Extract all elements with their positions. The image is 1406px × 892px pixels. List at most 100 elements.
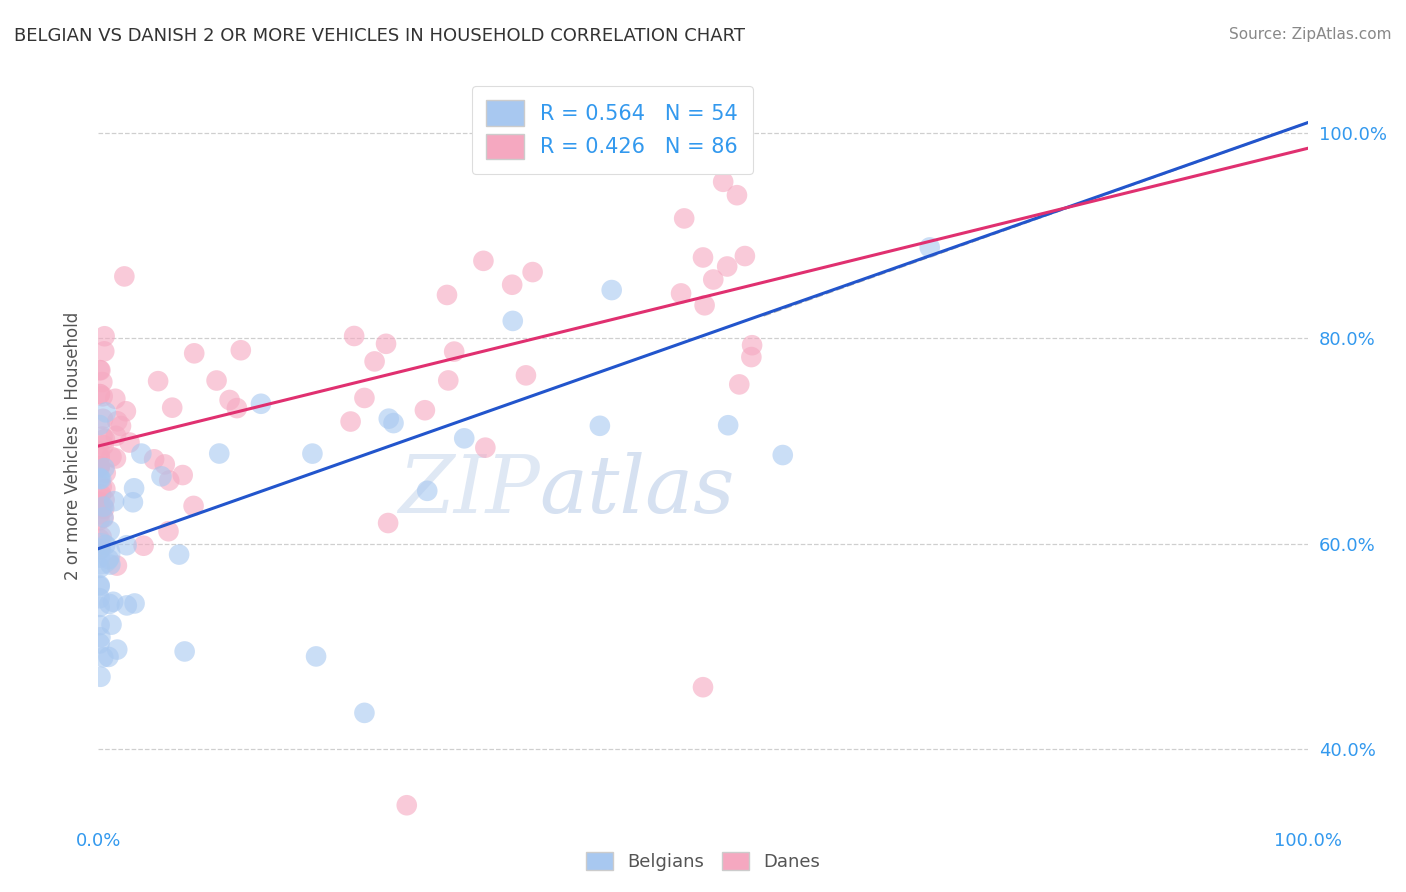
- Point: [89, 459, 111, 474]
- Point: [89, 532, 111, 546]
- Point: [89, 591, 111, 606]
- Point: [173, 644, 195, 658]
- Point: [89, 636, 111, 650]
- Point: [105, 558, 128, 573]
- Point: [229, 343, 252, 358]
- Point: [94, 482, 117, 496]
- Point: [90, 480, 112, 494]
- Point: [97, 649, 120, 664]
- Point: [250, 397, 273, 411]
- Point: [711, 175, 734, 189]
- Point: [143, 452, 166, 467]
- Point: [474, 441, 496, 455]
- Point: [90, 501, 112, 516]
- Point: [734, 249, 756, 263]
- Point: [600, 283, 623, 297]
- Legend: R = 0.564   N = 54, R = 0.426   N = 86: R = 0.564 N = 54, R = 0.426 N = 86: [471, 86, 752, 174]
- Point: [363, 354, 385, 368]
- Point: [89, 458, 111, 473]
- Point: [94, 405, 117, 419]
- Point: [378, 411, 401, 425]
- Point: [353, 706, 375, 720]
- Point: [89, 363, 111, 377]
- Point: [89, 561, 111, 575]
- Point: [669, 286, 692, 301]
- Point: [103, 494, 125, 508]
- Point: [353, 391, 375, 405]
- Point: [132, 539, 155, 553]
- Point: [692, 251, 714, 265]
- Point: [515, 368, 537, 383]
- Point: [343, 329, 366, 343]
- Point: [91, 412, 114, 426]
- Point: [395, 798, 418, 813]
- Point: [375, 336, 398, 351]
- Point: [89, 444, 111, 458]
- Point: [218, 392, 240, 407]
- Point: [98, 524, 121, 538]
- Point: [90, 472, 112, 486]
- Point: [89, 630, 111, 644]
- Point: [93, 329, 115, 343]
- Point: [226, 401, 249, 416]
- Point: [90, 541, 112, 556]
- Point: [89, 363, 111, 377]
- Point: [89, 450, 111, 464]
- Point: [589, 418, 612, 433]
- Legend: Belgians, Danes: Belgians, Danes: [578, 845, 828, 879]
- Point: [453, 431, 475, 445]
- Point: [918, 240, 941, 254]
- Text: ZIP: ZIP: [398, 452, 540, 530]
- Point: [115, 404, 138, 418]
- Point: [103, 595, 125, 609]
- Point: [89, 579, 111, 593]
- Point: [382, 416, 405, 430]
- Point: [105, 642, 128, 657]
- Point: [157, 474, 180, 488]
- Point: [91, 389, 114, 403]
- Point: [89, 418, 111, 433]
- Point: [717, 418, 740, 433]
- Point: [91, 375, 114, 389]
- Text: BELGIAN VS DANISH 2 OR MORE VEHICLES IN HOUSEHOLD CORRELATION CHART: BELGIAN VS DANISH 2 OR MORE VEHICLES IN …: [14, 27, 745, 45]
- Point: [104, 429, 127, 443]
- Point: [772, 448, 794, 462]
- Point: [693, 298, 716, 312]
- Point: [100, 558, 122, 572]
- Point: [89, 387, 111, 401]
- Point: [105, 414, 128, 428]
- Point: [90, 487, 112, 501]
- Point: [339, 415, 361, 429]
- Point: [131, 447, 153, 461]
- Point: [110, 419, 132, 434]
- Point: [89, 387, 111, 401]
- Point: [93, 492, 115, 507]
- Point: [725, 188, 748, 202]
- Point: [413, 403, 436, 417]
- Point: [94, 538, 117, 552]
- Point: [91, 429, 114, 443]
- Point: [673, 211, 696, 226]
- Point: [122, 481, 145, 495]
- Point: [377, 516, 399, 530]
- Point: [89, 670, 111, 684]
- Point: [208, 446, 231, 460]
- Point: [501, 277, 523, 292]
- Point: [115, 538, 138, 552]
- Point: [522, 265, 544, 279]
- Point: [89, 450, 111, 465]
- Point: [89, 513, 111, 527]
- Point: [740, 350, 762, 364]
- Point: [305, 649, 328, 664]
- Text: Source: ZipAtlas.com: Source: ZipAtlas.com: [1229, 27, 1392, 42]
- Point: [100, 617, 122, 632]
- Point: [93, 501, 115, 516]
- Point: [416, 483, 439, 498]
- Point: [118, 435, 141, 450]
- Point: [97, 552, 120, 566]
- Point: [89, 507, 111, 521]
- Point: [301, 447, 323, 461]
- Point: [104, 392, 127, 406]
- Point: [183, 499, 205, 513]
- Point: [89, 550, 111, 565]
